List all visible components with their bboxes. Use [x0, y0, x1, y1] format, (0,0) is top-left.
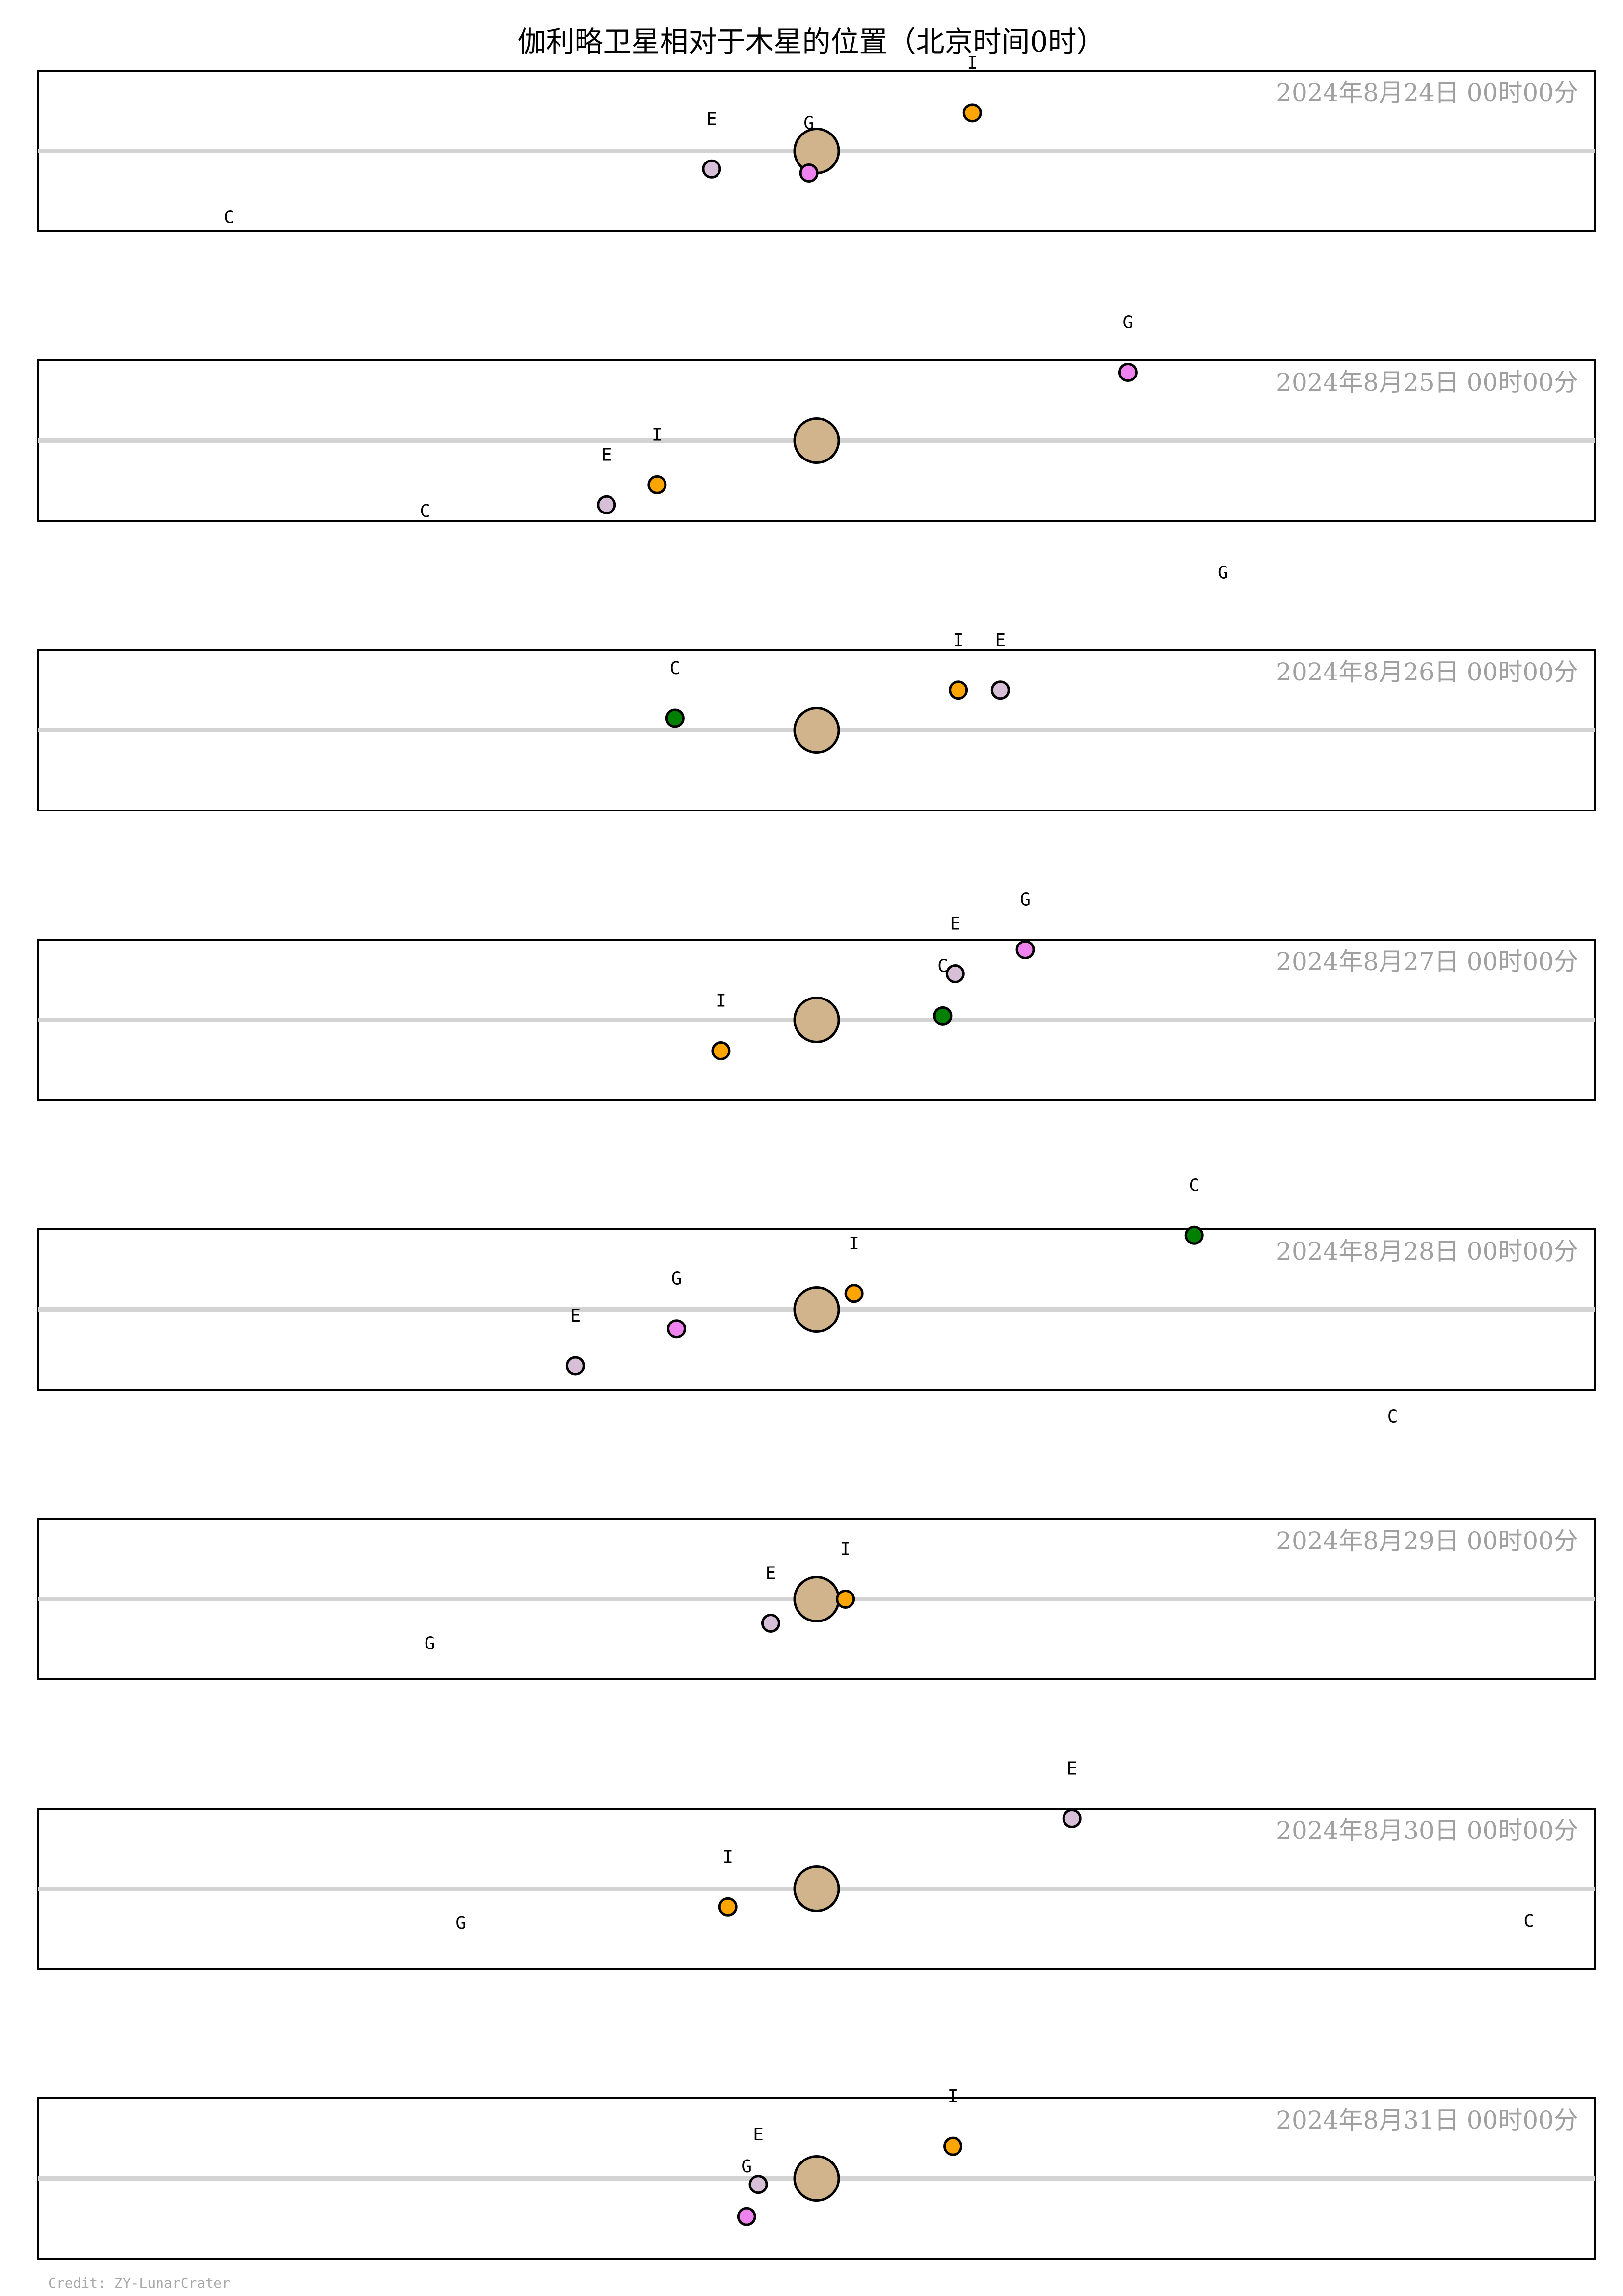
panel-7: 2024年8月30日 00时00分 E I G C [37, 1758, 1596, 1970]
moon-I-marker [949, 680, 968, 700]
moon-C-marker [933, 1006, 953, 1026]
moon-E-marker [748, 2175, 768, 2194]
moon-G-marker [799, 163, 819, 183]
moon-E-label: E [601, 445, 612, 465]
credit-text: Credit: ZY-LunarCrater [48, 2275, 230, 2291]
moon-E-marker [597, 495, 616, 514]
moon-C-label: C [670, 658, 681, 678]
moon-I-marker [962, 103, 982, 123]
moon-E-marker [945, 964, 965, 983]
moon-E-label: E [766, 1564, 776, 1584]
moon-G-label: G [741, 2157, 752, 2177]
date-label: 2024年8月29日 00时00分 [1276, 1527, 1578, 1555]
moon-C-marker [1184, 1225, 1204, 1245]
moon-G-marker [1015, 940, 1035, 959]
moon-I-label: I [948, 2086, 958, 2107]
moon-I-label: I [722, 1847, 733, 1867]
date-label: 2024年8月30日 00时00分 [1276, 1816, 1578, 1845]
moon-I-label: I [716, 991, 726, 1011]
moon-I-label: I [953, 630, 964, 650]
moon-G-marker [737, 2207, 756, 2226]
jupiter-marker [793, 2155, 840, 2202]
moon-I-label: I [849, 1234, 859, 1254]
moon-C-label: C [1523, 1911, 1534, 1931]
moon-C-label: C [1387, 1407, 1398, 1427]
moon-C-label: C [224, 208, 235, 228]
moon-E-label: E [570, 1306, 581, 1326]
moon-I-marker [647, 475, 667, 494]
jupiter-marker [793, 1576, 840, 1622]
date-label: 2024年8月31日 00时00分 [1276, 2106, 1578, 2134]
jupiter-marker [793, 707, 840, 754]
moon-I-marker [844, 1284, 864, 1303]
panel-4: 2024年8月27日 00时00分 G E C I [37, 890, 1596, 1101]
moon-I-marker [711, 1041, 731, 1060]
date-label: 2024年8月24日 00时00分 [1276, 79, 1578, 107]
moon-E-label: E [950, 914, 960, 934]
moon-C-label: C [420, 501, 430, 521]
moon-E-marker [565, 1356, 585, 1376]
moon-G-label: G [1218, 563, 1228, 583]
panel-5: 2024年8月28日 00时00分 C I G E [37, 1175, 1596, 1391]
moon-G-label: G [803, 113, 814, 133]
moon-E-label: E [995, 630, 1006, 650]
moon-G-label: G [671, 1269, 682, 1289]
panel-2: 2024年8月25日 00时00分 G I E C [37, 313, 1596, 522]
panel-1: 2024年8月24日 00时00分 I E G C [37, 53, 1596, 232]
moon-E-label: E [1066, 1758, 1077, 1779]
moon-G-label: G [1123, 313, 1134, 333]
date-label: 2024年8月26日 00时00分 [1276, 658, 1578, 686]
jupiter-marker [793, 997, 840, 1043]
moon-I-label: I [840, 1540, 851, 1560]
moon-E-label: E [706, 109, 717, 129]
moon-G-marker [667, 1319, 687, 1339]
moon-I-marker [836, 1590, 855, 1609]
date-label: 2024年8月28日 00时00分 [1276, 1237, 1578, 1266]
jupiter-marker [793, 1286, 840, 1333]
moon-G-label: G [425, 1634, 435, 1654]
jupiter-marker [793, 1865, 840, 1912]
moon-E-marker [761, 1614, 780, 1633]
date-label: 2024年8月27日 00时00分 [1276, 947, 1578, 976]
moon-G-marker [1118, 363, 1138, 382]
moon-C-label: C [937, 956, 948, 976]
moon-E-marker [1062, 1809, 1082, 1828]
panel-6: 2024年8月29日 00时00分 C I E G [37, 1407, 1596, 1680]
moon-G-label: G [1020, 890, 1031, 910]
moon-C-marker [665, 708, 685, 728]
jupiter-marker [793, 417, 840, 464]
moon-I-label: I [652, 425, 663, 445]
moon-E-marker [702, 159, 721, 179]
chart-title: 伽利略卫星相对于木星的位置（北京时间0时） [518, 25, 1105, 58]
panel-3: 2024年8月26日 00时00分 G I E C [37, 563, 1596, 811]
date-label: 2024年8月25日 00时00分 [1276, 368, 1578, 397]
moon-I-label: I [967, 53, 978, 73]
moon-G-label: G [455, 1913, 466, 1933]
moon-I-marker [943, 2136, 963, 2156]
moon-E-label: E [753, 2125, 764, 2145]
moon-C-label: C [1189, 1175, 1199, 1195]
moon-E-marker [990, 680, 1010, 700]
jupiter-marker [793, 128, 840, 174]
moon-I-marker [718, 1897, 738, 1917]
